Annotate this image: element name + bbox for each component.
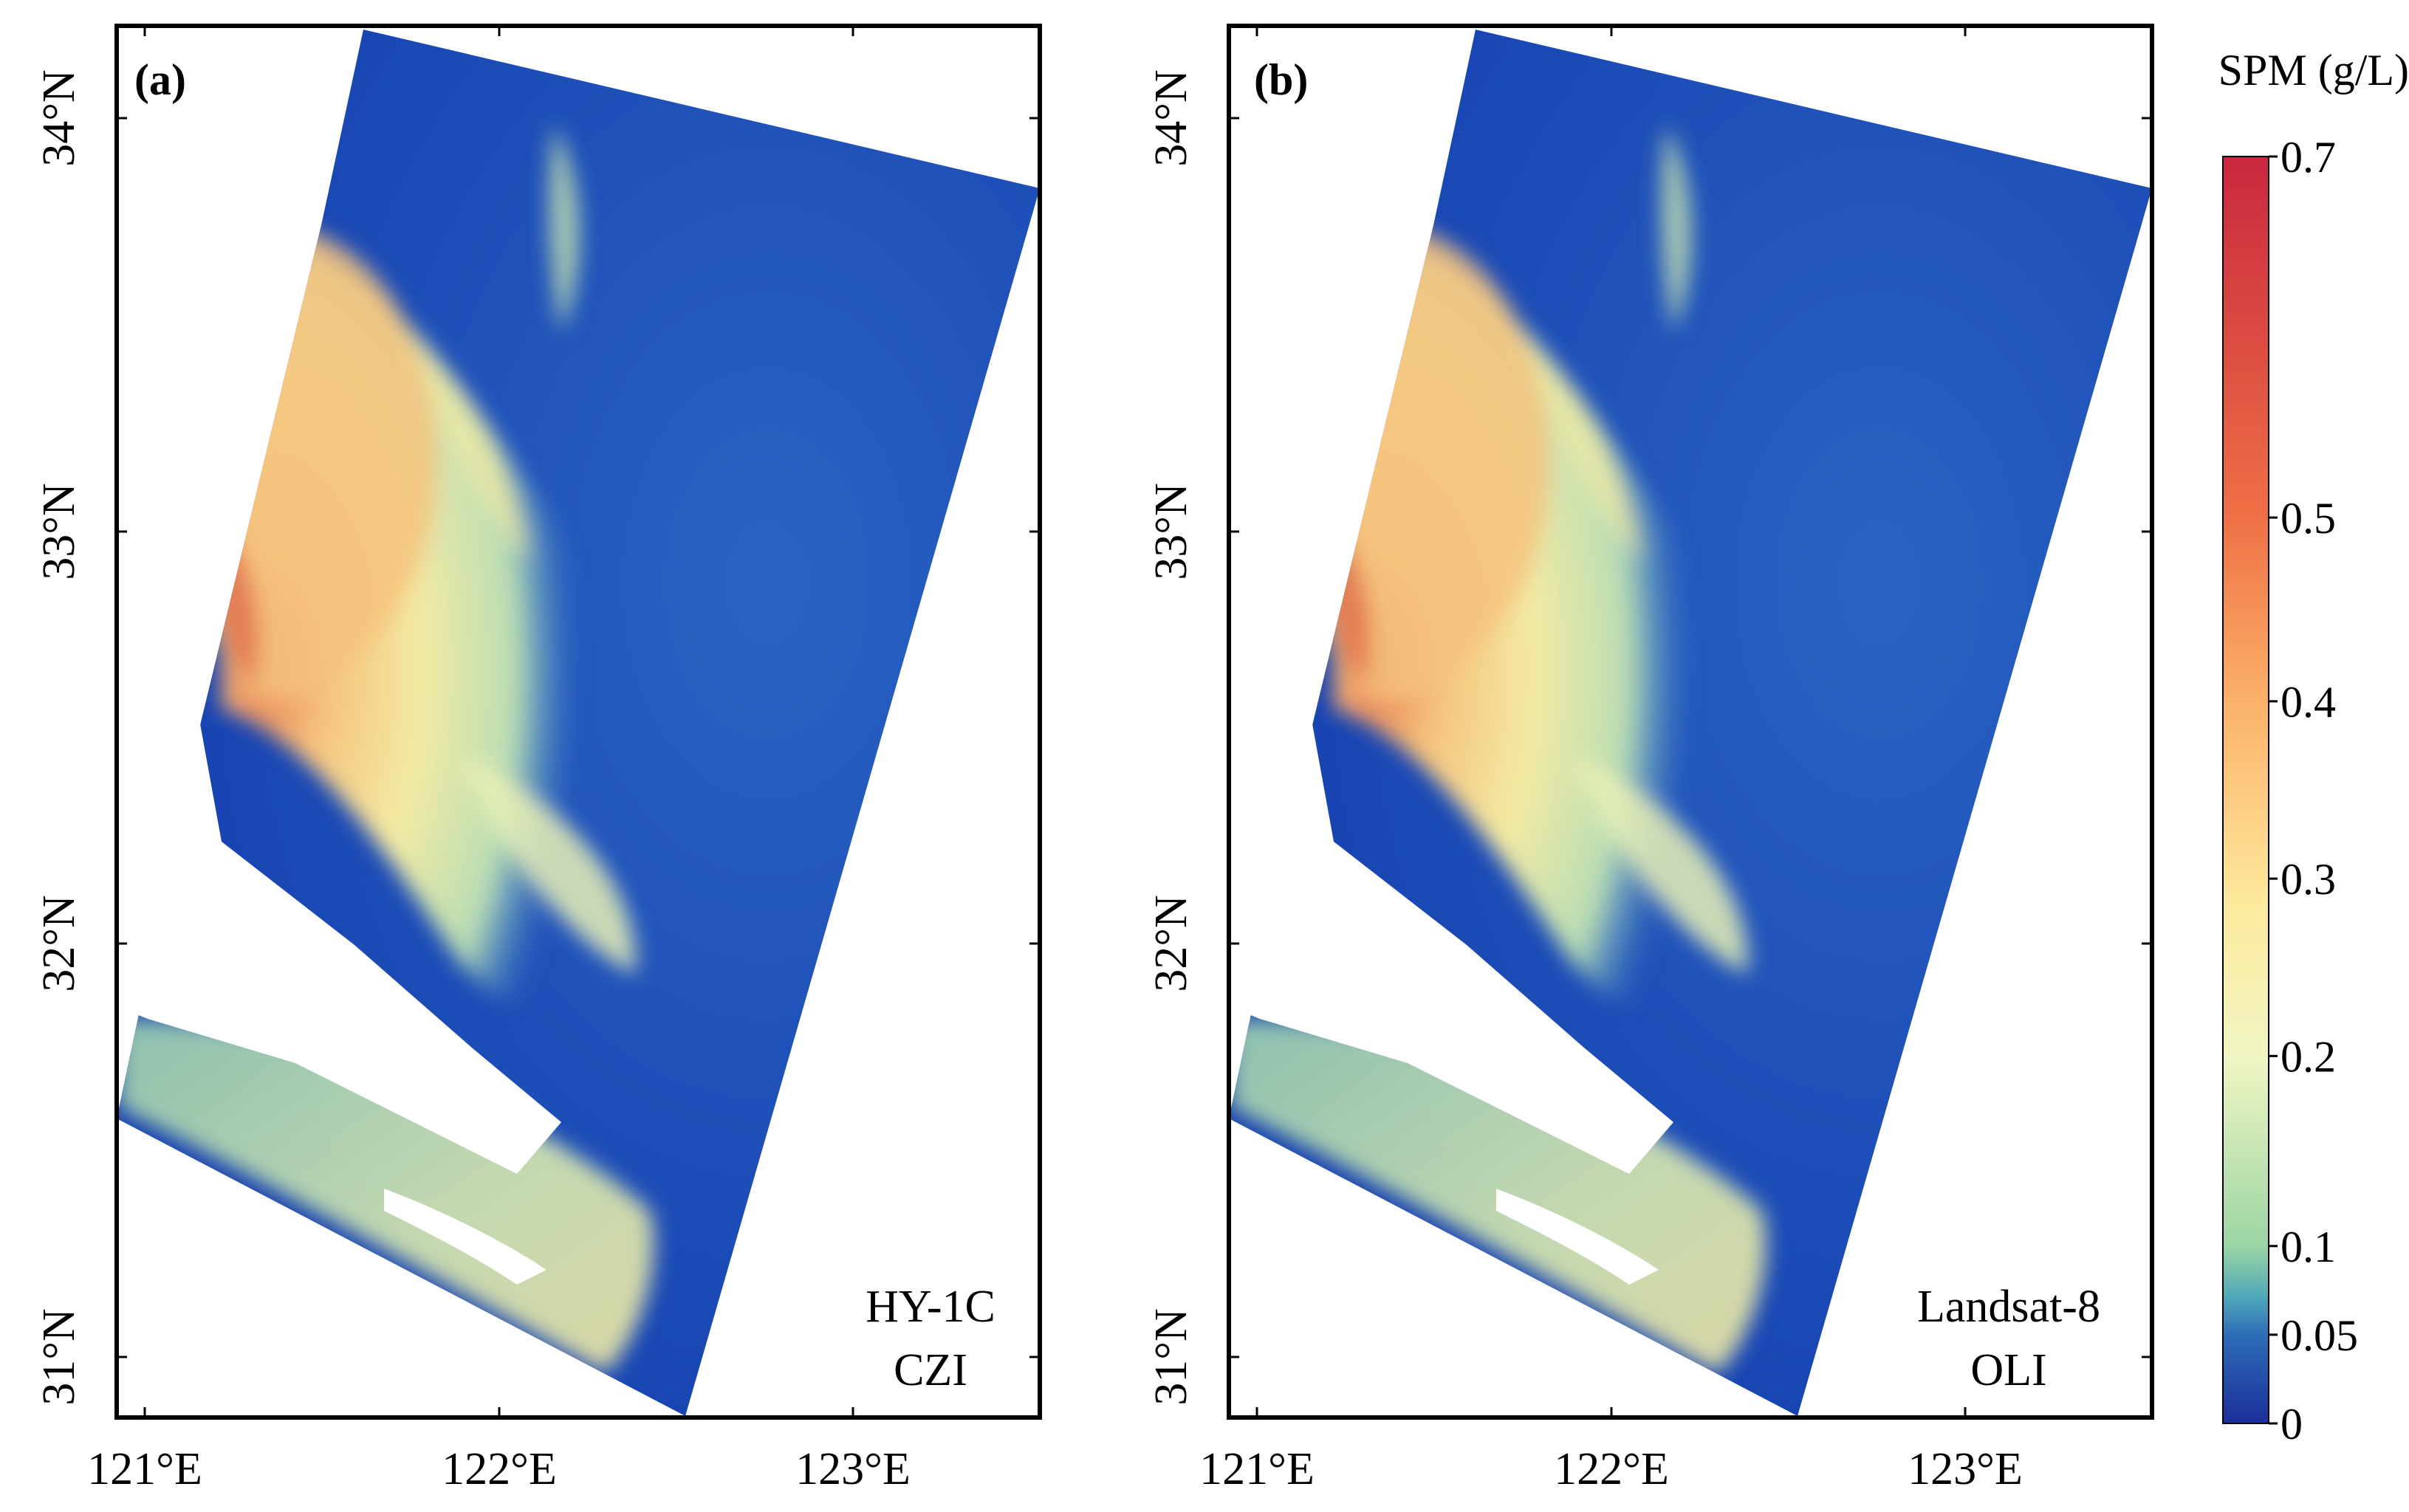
colorbar-tick-label: 0.7 — [2281, 133, 2336, 182]
panel-a-label: (a) — [134, 55, 186, 104]
panel-a-sensor-instrument: CZI — [894, 1345, 967, 1395]
colorbar-tick-label: 0.3 — [2281, 855, 2336, 904]
panel-b-sensor-instrument: OLI — [1970, 1345, 2046, 1395]
colorbar-tick-label: 0.5 — [2281, 494, 2336, 543]
panel-b-lat-labels: 34°N 33°N 32°N 31°N — [1146, 69, 1196, 1406]
panel-a-lon-121: 121°E — [87, 1444, 202, 1494]
panel-b-lon-123: 123°E — [1908, 1444, 2023, 1494]
panel-a-lon-122: 122°E — [442, 1444, 557, 1494]
panel-b-ticks — [1229, 26, 2152, 1418]
colorbar-gradient — [2222, 156, 2269, 1424]
panel-b: (b) Landsat-8 OLI 34°N 33°N 32°N 31°N 12… — [1146, 24, 2154, 1494]
panel-a-frame — [114, 24, 1042, 1420]
colorbar-tick-label: 0.4 — [2281, 678, 2336, 726]
colorbar-tick-label: 0.05 — [2281, 1311, 2358, 1360]
colorbar-tick-label: 0.2 — [2281, 1032, 2336, 1081]
panel-b-lon-121: 121°E — [1199, 1444, 1315, 1494]
panel-a-ticks — [117, 26, 1040, 1418]
spm-map-hy1c — [111, 30, 1040, 1416]
panel-a-sensor: HY-1C — [866, 1282, 996, 1332]
panel-b-lat-31: 31°N — [1146, 1308, 1196, 1406]
panel-b-label: (b) — [1254, 55, 1308, 104]
panel-b-lat-32: 32°N — [1146, 895, 1196, 992]
panel-a-lat-33: 33°N — [34, 483, 84, 580]
panel-a-lat-31: 31°N — [34, 1308, 84, 1406]
colorbar-tick-label: 0 — [2281, 1400, 2303, 1449]
panel-b-lat-34: 34°N — [1146, 69, 1196, 167]
panel-b-frame — [1227, 24, 2154, 1420]
panel-b-lon-122: 122°E — [1554, 1444, 1669, 1494]
panel-b-sensor: Landsat-8 — [1917, 1282, 2100, 1332]
colorbar-tick-label: 0.1 — [2281, 1223, 2336, 1271]
spm-map-landsat8 — [1223, 30, 2152, 1416]
panel-a-lat-labels: 34°N 33°N 32°N 31°N — [34, 69, 84, 1406]
panel-a-lat-32: 32°N — [34, 895, 84, 992]
panel-a-lat-34: 34°N — [34, 69, 84, 167]
panel-b-lon-labels: 121°E 122°E 123°E — [1199, 1444, 2023, 1494]
colorbar: SPM (g/L) 0.7 0.5 0.4 0.3 0.2 0.1 0.05 0 — [2218, 46, 2409, 1449]
panel-a-lon-123: 123°E — [795, 1444, 911, 1494]
colorbar-title: SPM (g/L) — [2218, 46, 2409, 94]
panel-a-lon-labels: 121°E 122°E 123°E — [87, 1444, 911, 1494]
panel-a: (a) HY-1C CZI 34°N 33°N 32°N 31°N 121°E … — [34, 24, 1042, 1494]
colorbar-ticks: 0.7 0.5 0.4 0.3 0.2 0.1 0.05 0 — [2269, 133, 2358, 1449]
panel-b-lat-33: 33°N — [1146, 483, 1196, 580]
